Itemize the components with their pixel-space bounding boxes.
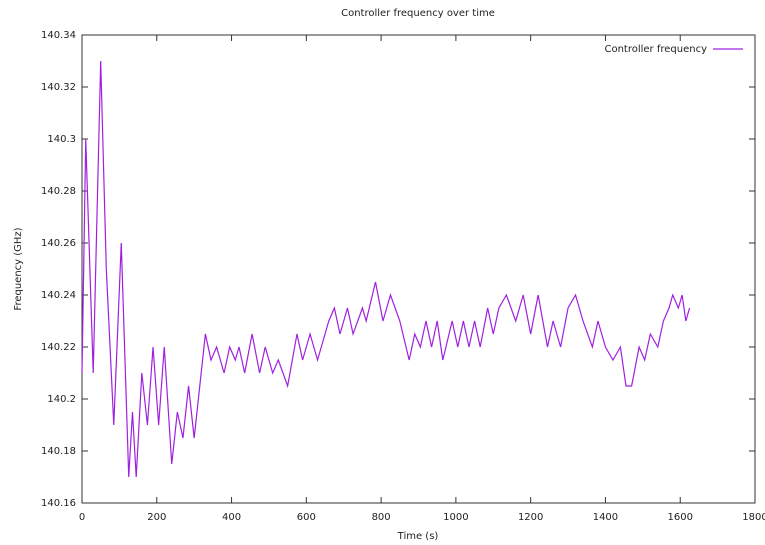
x-tick-label: 1000 [443,512,468,523]
y-tick-label: 140.22 [41,342,76,353]
y-tick-label: 140.32 [41,82,76,93]
legend-label: Controller frequency [604,44,707,55]
x-tick-label: 1400 [593,512,618,523]
y-tick-label: 140.24 [41,290,76,301]
x-tick-label: 1200 [518,512,543,523]
x-axis-label: Time (s) [397,531,439,542]
x-tick-label: 1800 [742,512,765,523]
x-tick-label: 200 [147,512,166,523]
x-tick-label: 600 [297,512,316,523]
y-tick-label: 140.28 [41,186,76,197]
y-tick-label: 140.34 [41,30,76,41]
y-tick-label: 140.26 [41,238,76,249]
data-line [81,60,691,478]
x-tick-label: 0 [79,512,85,523]
y-tick-label: 140.16 [41,498,76,509]
x-tick-label: 400 [222,512,241,523]
plot-frame [81,34,756,504]
y-tick-label: 140.3 [47,134,76,145]
y-tick-label: 140.2 [47,394,76,405]
chart-title: Controller frequency over time [341,8,495,19]
y-axis-label: Frequency (GHz) [13,227,24,310]
y-tick-label: 140.18 [41,446,76,457]
x-tick-label: 1600 [667,512,692,523]
x-tick-label: 800 [372,512,391,523]
